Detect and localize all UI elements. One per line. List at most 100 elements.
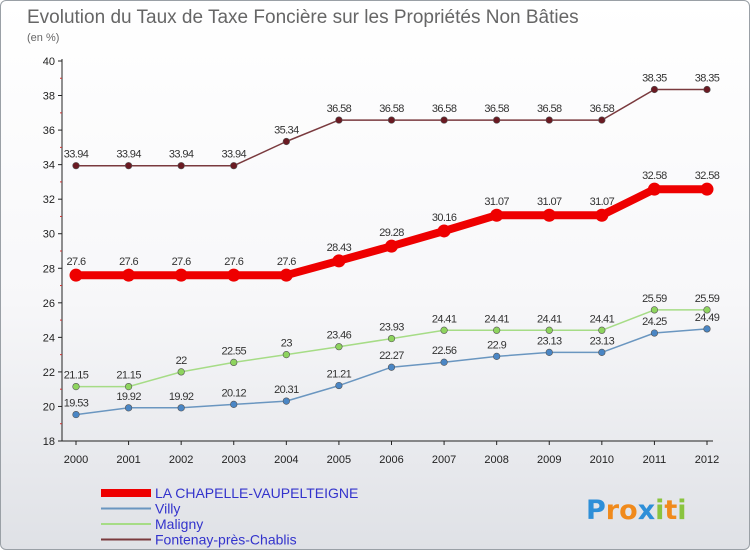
data-label: 22.55 bbox=[221, 345, 246, 357]
data-point bbox=[124, 382, 133, 391]
data-point bbox=[282, 351, 290, 359]
data-label: 22 bbox=[176, 355, 188, 367]
data-point bbox=[493, 116, 501, 124]
data-label: 23 bbox=[281, 338, 293, 350]
x-tick-label: 2011 bbox=[643, 454, 667, 466]
x-tick-label: 2001 bbox=[116, 454, 140, 466]
data-point bbox=[335, 343, 343, 351]
logo-letter: r bbox=[606, 495, 620, 526]
data-label: 32.58 bbox=[695, 170, 720, 182]
chart-data-labels: 33.94 33.94 33.94 33.94 35.34 36.58 36.58 36.58… bbox=[64, 73, 721, 410]
data-point bbox=[650, 85, 659, 94]
data-label: 24.41 bbox=[432, 313, 457, 325]
data-label: 32.58 bbox=[642, 170, 667, 182]
x-tick-label: 2000 bbox=[64, 454, 88, 466]
data-label: 33.94 bbox=[221, 149, 246, 161]
logo-letter: t bbox=[664, 495, 677, 526]
data-point bbox=[700, 182, 714, 196]
data-point bbox=[385, 239, 398, 253]
data-label: 22.56 bbox=[432, 345, 457, 357]
data-point bbox=[282, 137, 290, 146]
y-tick-label: 40 bbox=[43, 56, 55, 68]
y-tick-label: 32 bbox=[43, 194, 55, 206]
data-point bbox=[595, 208, 609, 222]
data-label: 36.58 bbox=[484, 103, 509, 115]
data-label: 20.12 bbox=[221, 387, 246, 399]
data-point bbox=[598, 116, 606, 124]
legend-entry-0: LA CHAPELLE-VAUPELTEIGNE bbox=[155, 485, 358, 501]
data-label: 29.28 bbox=[379, 227, 404, 239]
data-point bbox=[703, 306, 711, 314]
data-label: 33.94 bbox=[64, 149, 89, 161]
data-label: 22.9 bbox=[487, 339, 506, 351]
data-point bbox=[332, 254, 346, 268]
data-label: 30.16 bbox=[432, 212, 457, 224]
data-point bbox=[177, 162, 185, 170]
y-tick-label: 20 bbox=[43, 401, 55, 413]
data-point bbox=[493, 326, 501, 334]
y-tick-label: 38 bbox=[43, 91, 55, 103]
data-label: 36.58 bbox=[432, 103, 457, 115]
data-point bbox=[387, 116, 396, 124]
data-label: 36.58 bbox=[327, 103, 352, 115]
x-tick-label: 2005 bbox=[327, 454, 351, 466]
logo-text: Proxiti bbox=[586, 495, 687, 526]
x-tick-label: 2007 bbox=[432, 454, 456, 466]
x-tick-label: 2008 bbox=[484, 454, 508, 466]
data-label: 35.34 bbox=[274, 124, 299, 136]
data-point bbox=[227, 268, 241, 282]
data-label: 27.6 bbox=[224, 256, 243, 268]
chart-series bbox=[69, 85, 714, 419]
data-label: 23.46 bbox=[327, 330, 352, 342]
data-point bbox=[440, 358, 448, 366]
data-point bbox=[69, 268, 83, 282]
data-point bbox=[440, 326, 448, 334]
data-point bbox=[124, 404, 133, 412]
data-label: 28.43 bbox=[327, 242, 352, 254]
data-point bbox=[437, 224, 451, 238]
data-label: 38.35 bbox=[695, 73, 720, 85]
y-tick-label: 22 bbox=[43, 367, 55, 379]
data-label: 19.92 bbox=[116, 391, 141, 403]
data-label: 24.41 bbox=[590, 313, 615, 325]
logo-letter: o bbox=[619, 495, 638, 526]
chart-title: Evolution du Taux de Taxe Foncière sur l… bbox=[27, 7, 579, 28]
data-point bbox=[124, 162, 133, 170]
chart-legend: LA CHAPELLE-VAUPELTEIGNEVillyMalignyFont… bbox=[101, 485, 358, 548]
data-label: 31.07 bbox=[537, 196, 562, 208]
data-point bbox=[647, 182, 661, 196]
data-label: 21.15 bbox=[64, 370, 89, 382]
logo-letter: x bbox=[638, 495, 655, 526]
data-point bbox=[545, 116, 553, 124]
data-label: 21.21 bbox=[327, 369, 352, 381]
logo-letter: P bbox=[586, 495, 606, 526]
data-point bbox=[703, 85, 711, 94]
data-label: 23.13 bbox=[537, 335, 562, 347]
data-point bbox=[230, 162, 238, 170]
data-point bbox=[177, 404, 185, 412]
data-point bbox=[72, 410, 80, 419]
proxiti-logo: Proxiti bbox=[586, 495, 687, 526]
data-label: 36.58 bbox=[379, 103, 404, 115]
data-point bbox=[493, 352, 501, 360]
data-label: 25.59 bbox=[642, 293, 667, 305]
data-point bbox=[650, 306, 659, 314]
x-tick-label: 2002 bbox=[169, 454, 193, 466]
data-point bbox=[598, 326, 606, 334]
data-point bbox=[230, 400, 238, 408]
x-tick-label: 2012 bbox=[695, 454, 719, 466]
data-point bbox=[177, 368, 185, 376]
data-label: 38.35 bbox=[642, 73, 667, 85]
data-point bbox=[440, 116, 448, 124]
data-label: 27.6 bbox=[66, 256, 85, 268]
legend-entry-2: Maligny bbox=[155, 516, 203, 532]
data-label: 27.6 bbox=[172, 256, 191, 268]
data-point bbox=[387, 334, 396, 343]
x-tick-label: 2004 bbox=[274, 454, 298, 466]
data-label: 27.6 bbox=[277, 256, 296, 268]
data-label: 23.93 bbox=[379, 322, 404, 334]
data-point bbox=[230, 358, 238, 367]
data-label: 24.25 bbox=[642, 316, 667, 328]
data-label: 24.41 bbox=[484, 313, 509, 325]
